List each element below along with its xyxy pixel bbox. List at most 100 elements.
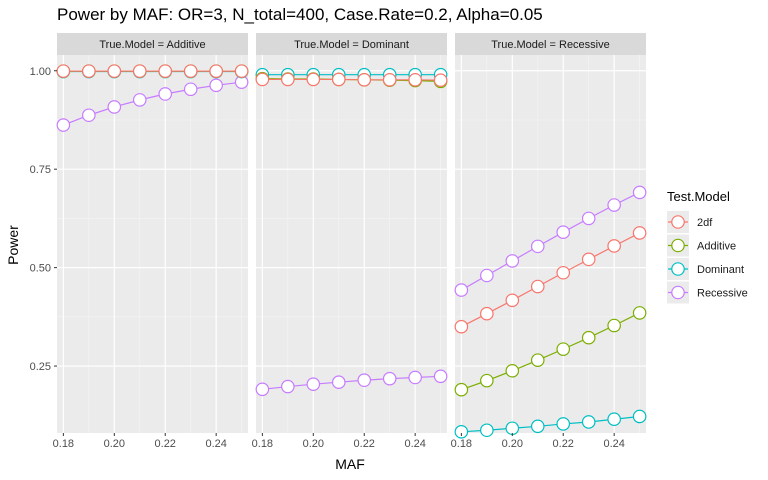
series-recessive bbox=[255, 369, 448, 397]
data-point bbox=[107, 64, 122, 78]
series-2df bbox=[56, 64, 249, 78]
series-dominant bbox=[454, 409, 647, 439]
data-point bbox=[158, 64, 173, 78]
data-point bbox=[56, 118, 71, 132]
data-point bbox=[281, 72, 295, 87]
data-point bbox=[480, 306, 494, 321]
legend-key-point bbox=[671, 238, 685, 253]
facet-strip bbox=[455, 33, 646, 55]
data-point bbox=[556, 342, 571, 356]
series-recessive bbox=[454, 185, 647, 297]
data-point bbox=[82, 108, 96, 123]
facet-strip-label: True.Model = Dominant bbox=[294, 39, 409, 51]
x-axis: 0.18 0.20 0.22 0.24 bbox=[53, 433, 227, 450]
legend-title: Test.Model bbox=[667, 189, 730, 204]
x-axis: 0.18 0.20 0.22 0.24 bbox=[252, 433, 426, 450]
x-tick-label: 0.24 bbox=[205, 438, 226, 450]
data-point bbox=[454, 283, 469, 297]
series-2df bbox=[255, 72, 448, 87]
data-point bbox=[408, 370, 422, 385]
x-axes: 0.18 0.20 0.22 0.24 0.18 0.20 0.22 0.24 0.18 0.20… bbox=[53, 433, 625, 450]
data-point bbox=[530, 353, 545, 367]
data-point bbox=[607, 412, 621, 427]
data-point bbox=[480, 373, 494, 388]
y-axis: 0.25 0.50 0.75 1.00 bbox=[30, 66, 57, 373]
data-point bbox=[556, 265, 571, 280]
data-point bbox=[530, 419, 545, 434]
data-point bbox=[107, 100, 122, 114]
legend-item-additive: Additive bbox=[667, 234, 736, 257]
data-point bbox=[357, 373, 372, 388]
x-tick-label: 0.24 bbox=[603, 438, 624, 450]
data-point bbox=[505, 421, 520, 436]
facet-panel: True.Model = Additive bbox=[56, 33, 249, 433]
x-tick-label: 0.20 bbox=[104, 438, 125, 450]
legend-label: Dominant bbox=[697, 264, 744, 276]
data-point bbox=[581, 415, 596, 429]
x-tick-label: 0.18 bbox=[451, 438, 472, 450]
data-point bbox=[530, 279, 545, 294]
legend-key-point bbox=[671, 285, 685, 300]
facet-panels: True.Model = Additive True.Model = Domina… bbox=[56, 33, 647, 439]
data-point bbox=[632, 226, 647, 240]
data-point bbox=[632, 409, 647, 424]
data-point bbox=[454, 425, 469, 439]
data-point bbox=[505, 293, 520, 308]
data-point bbox=[331, 72, 346, 87]
data-point bbox=[82, 64, 96, 78]
y-tick-label: 0.50 bbox=[30, 263, 51, 275]
data-point bbox=[480, 423, 494, 438]
y-tick-label: 0.75 bbox=[30, 164, 51, 176]
data-point bbox=[581, 252, 596, 267]
x-tick-label: 0.18 bbox=[252, 438, 273, 450]
data-point bbox=[632, 185, 647, 200]
data-point bbox=[183, 64, 198, 78]
facet-strip bbox=[57, 33, 248, 55]
legend-item-2df: 2df bbox=[667, 211, 713, 233]
x-axis: 0.18 0.20 0.22 0.24 bbox=[451, 433, 625, 450]
legend-item-dominant: Dominant bbox=[667, 258, 744, 280]
facet-strip bbox=[256, 33, 447, 55]
data-point bbox=[382, 73, 397, 87]
chart-title: Power by MAF: OR=3, N_total=400, Case.Ra… bbox=[57, 5, 543, 24]
data-point bbox=[607, 318, 621, 333]
data-point bbox=[433, 369, 448, 384]
facet-panel: True.Model = Recessive bbox=[454, 33, 647, 439]
data-point bbox=[408, 73, 422, 87]
data-point bbox=[505, 363, 520, 378]
data-point bbox=[505, 254, 520, 268]
x-tick-label: 0.24 bbox=[404, 438, 425, 450]
data-point bbox=[306, 377, 321, 391]
facet-strip-label: True.Model = Recessive bbox=[491, 39, 610, 51]
data-point bbox=[581, 211, 596, 226]
y-axis-title: Power bbox=[5, 225, 21, 265]
series-2df bbox=[454, 226, 647, 334]
x-tick-label: 0.22 bbox=[354, 438, 375, 450]
series-recessive bbox=[56, 75, 249, 132]
data-point bbox=[183, 82, 198, 97]
legend-label: Additive bbox=[697, 241, 736, 253]
x-tick-label: 0.20 bbox=[502, 438, 523, 450]
data-point bbox=[433, 73, 448, 87]
data-point bbox=[331, 375, 346, 390]
data-point bbox=[581, 330, 596, 345]
data-point bbox=[480, 268, 494, 283]
facet-panel: True.Model = Dominant bbox=[255, 33, 448, 433]
data-point bbox=[209, 78, 223, 93]
data-point bbox=[357, 73, 372, 87]
data-point bbox=[132, 64, 147, 78]
legend-label: 2df bbox=[697, 217, 713, 229]
legend-key-point bbox=[671, 215, 685, 229]
x-axis-title: MAF bbox=[335, 456, 365, 472]
data-point bbox=[607, 198, 621, 212]
data-point bbox=[56, 64, 71, 78]
data-point bbox=[530, 239, 545, 254]
data-point bbox=[255, 382, 270, 397]
data-point bbox=[234, 64, 249, 78]
data-point bbox=[306, 72, 321, 87]
data-point bbox=[382, 371, 397, 386]
data-point bbox=[632, 306, 647, 320]
legend-item-recessive: Recessive bbox=[667, 281, 748, 304]
x-tick-label: 0.20 bbox=[303, 438, 324, 450]
data-point bbox=[132, 93, 147, 107]
